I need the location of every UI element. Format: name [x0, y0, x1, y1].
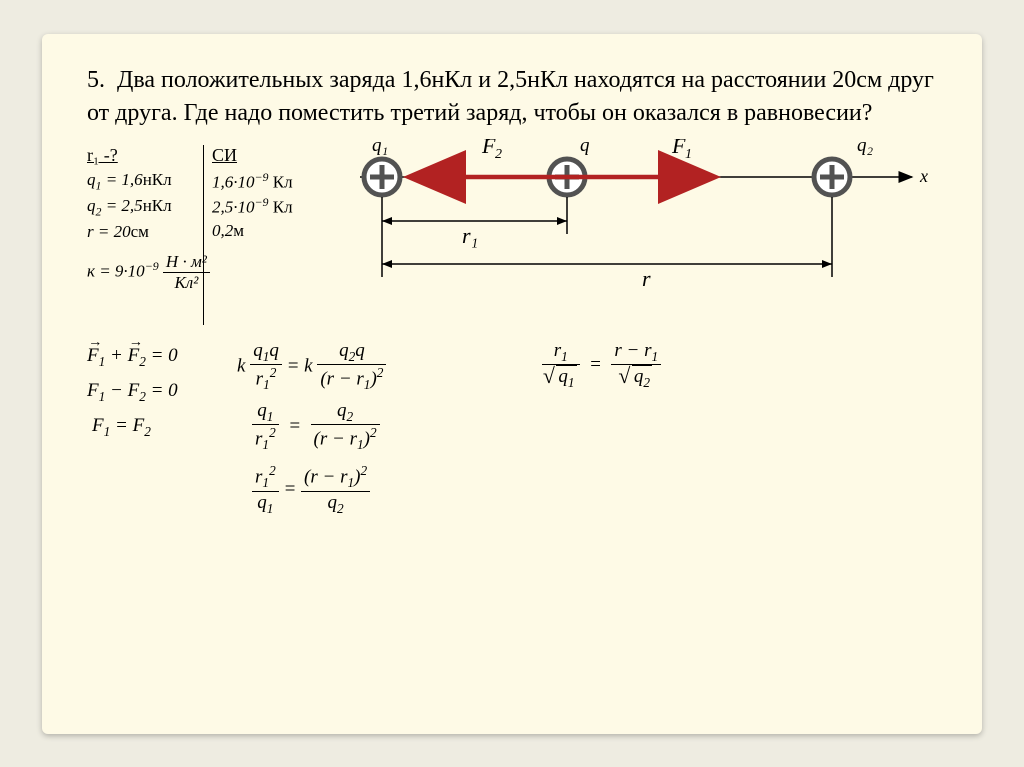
k-unit-num: Н · м² — [163, 252, 210, 273]
svg-text:q: q — [580, 139, 590, 156]
given-col-values: r₁ -? q1 = 1,6нКл q2 = 2,5нКл r = 20см к… — [87, 145, 202, 297]
eq-simplified: q1r12 = q2(r − r1)2 — [252, 400, 380, 454]
r-row: r = 20см — [87, 222, 202, 242]
q2-si: 2,5·10−9 Кл — [212, 195, 312, 218]
problem-body: Два положительных заряда 1,6нКл и 2,5нКл… — [87, 67, 934, 127]
find-label: r₁ -? — [87, 145, 118, 165]
given-col-si: СИ 1,6·10−9 Кл 2,5·10−9 Кл 0,2м — [212, 145, 312, 244]
r-si: 0,2м — [212, 221, 312, 241]
q1-row: q1 = 1,6нКл — [87, 170, 202, 193]
eq-sum-vectors: F1 + F2 = 0 — [87, 345, 178, 370]
slide: 5. Два положительных заряда 1,6нКл и 2,5… — [42, 34, 982, 734]
svg-text:2: 2 — [495, 147, 502, 162]
f2-label: F — [481, 139, 496, 158]
f1-label: F — [671, 139, 686, 158]
svg-text:q₁: q₁ — [372, 139, 388, 156]
k-row: к = 9·10−9 Н · м²Кл² — [87, 252, 202, 293]
svg-text:1: 1 — [685, 147, 692, 162]
problem-number: 5. — [87, 67, 105, 93]
charge-q: q — [549, 139, 590, 195]
problem-text: 5. Два положительных заряда 1,6нКл и 2,5… — [87, 64, 937, 131]
given-divider — [203, 145, 204, 325]
eq-equal: F1 = F2 — [92, 415, 151, 440]
eq-coulomb: k q1qr12 = k q2q(r − r1)2 — [237, 340, 386, 394]
k-unit-den: Кл² — [163, 273, 210, 293]
force-diagram: x q₁ q q₂ — [342, 139, 932, 309]
charge-q2: q₂ — [814, 139, 874, 195]
svg-text:q₂: q₂ — [857, 139, 874, 156]
eq-inverted: r12q1 = (r − r1)2q2 — [252, 463, 370, 517]
r-label: r — [642, 266, 651, 291]
eq-sqrt: r1 q1 = r − r1 q2 — [542, 340, 661, 392]
si-header: СИ — [212, 145, 237, 165]
eq-diff: F1 − F2 = 0 — [87, 380, 178, 405]
x-axis-label: x — [919, 166, 928, 186]
q1-si: 1,6·10−9 Кл — [212, 170, 312, 193]
q2-row: q2 = 2,5нКл — [87, 196, 202, 219]
charge-q1: q₁ — [364, 139, 400, 195]
r1-label: r₁ — [462, 223, 478, 248]
